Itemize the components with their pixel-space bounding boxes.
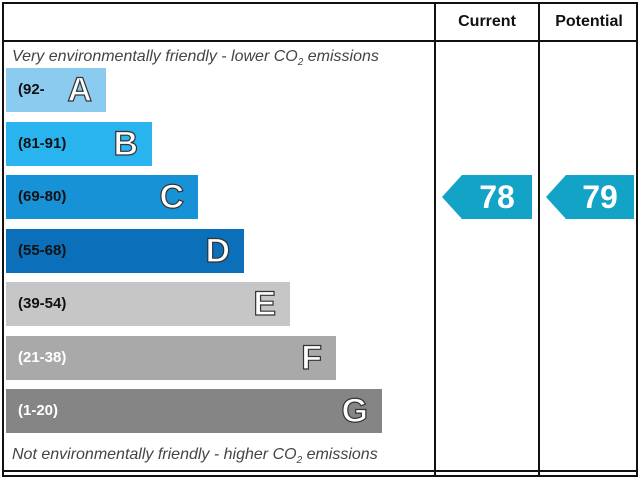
potential-column-header: Potential <box>555 13 623 30</box>
current-rating-arrow: 78 <box>442 175 532 219</box>
band-letter: G <box>341 391 369 430</box>
band-g: (1-20) G <box>6 389 382 433</box>
band-letter: C <box>159 177 185 216</box>
potential-arrow-shape <box>546 175 634 219</box>
potential-rating-arrow: 79 <box>546 175 634 219</box>
band-letter: E <box>253 284 277 323</box>
current-column-header: Current <box>458 13 516 30</box>
bottom-caption: Not environmentally friendly - higher CO… <box>12 446 378 467</box>
band-f: (21-38) F <box>6 336 336 380</box>
band-range-label: (92- <box>18 81 45 98</box>
current-arrow-shape <box>442 175 532 219</box>
band-range-label: (81-91) <box>18 135 67 152</box>
band-letter: D <box>205 231 231 270</box>
potential-arrow-fill <box>546 175 634 219</box>
current-arrow-fill <box>442 175 532 219</box>
band-range-label: (69-80) <box>18 188 67 205</box>
band-c: (69-80) C <box>6 175 198 219</box>
band-d: (55-68) D <box>6 229 244 273</box>
band-range-label: (21-38) <box>18 349 67 366</box>
band-e: (39-54) E <box>6 282 290 326</box>
current-rating-value: 78 <box>479 179 515 215</box>
top-caption: Very environmentally friendly - lower CO… <box>12 48 379 69</box>
band-a: (92- A <box>6 68 106 112</box>
band-letter: A <box>67 70 93 109</box>
band-range-label: (1-20) <box>18 402 59 419</box>
band-range-label: (55-68) <box>18 242 67 259</box>
footer-divider <box>4 470 636 472</box>
potential-rating-value: 79 <box>582 179 618 215</box>
band-b: (81-91) B <box>6 122 152 166</box>
band-letter: B <box>113 124 139 163</box>
potential-column-divider <box>538 4 540 475</box>
header-divider <box>4 40 636 42</box>
band-letter: F <box>301 338 323 377</box>
current-column-divider <box>434 4 436 475</box>
band-range-label: (39-54) <box>18 295 67 312</box>
